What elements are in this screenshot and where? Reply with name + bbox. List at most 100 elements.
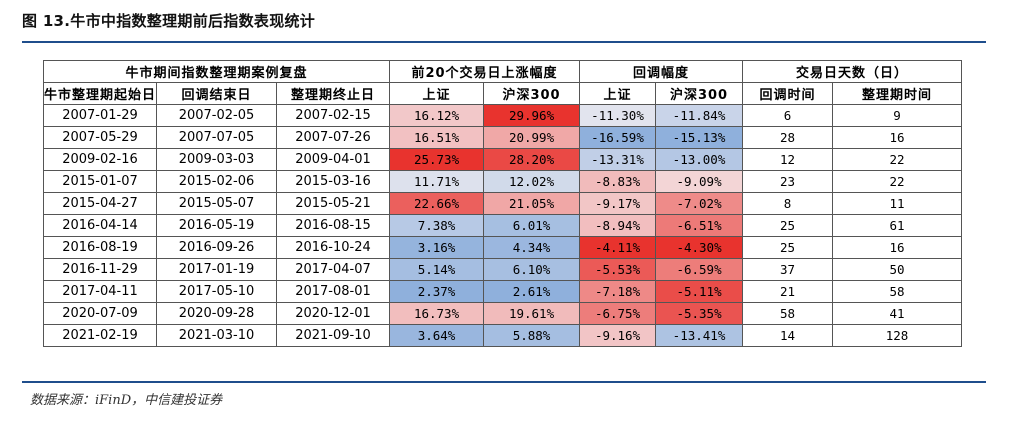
table-cell: 16	[832, 126, 963, 149]
table-cell: 8	[742, 192, 834, 215]
table-cell: 61	[832, 214, 963, 237]
table-cell: 5.88%	[483, 324, 581, 347]
table-cell: 2020-09-28	[156, 302, 277, 325]
table-cell: -13.31%	[579, 148, 657, 171]
table-cell: 2021-09-10	[275, 324, 391, 347]
group-header-cell: 牛市期间指数整理期案例复盘	[42, 60, 391, 83]
table-cell: -6.59%	[655, 258, 744, 281]
group-header-cell: 交易日天数（日）	[742, 60, 963, 83]
table-cell: 58	[832, 280, 963, 303]
table-row: 2016-08-19 2016-09-26 2016-10-24 3.16% 4.34%…	[43, 236, 963, 259]
bottom-rule	[22, 381, 986, 383]
table-cell: 2017-04-11	[43, 280, 157, 303]
table-cell: 2015-04-27	[43, 192, 157, 215]
table-cell: -4.30%	[655, 236, 744, 259]
table-cell: 2015-03-16	[275, 170, 391, 193]
table-cell: -6.75%	[579, 302, 657, 325]
table-row: 2017-04-11 2017-05-10 2017-08-01 2.37% 2.61%…	[43, 280, 963, 303]
table-cell: 25.73%	[389, 148, 485, 171]
table-cell: 5.14%	[389, 258, 485, 281]
column-header-cell: 沪深300	[655, 82, 744, 105]
table-cell: 2015-05-21	[275, 192, 391, 215]
table-cell: 28.20%	[483, 148, 581, 171]
column-header-cell: 沪深300	[483, 82, 581, 105]
table-cell: 2021-02-19	[43, 324, 157, 347]
table-cell: 7.38%	[389, 214, 485, 237]
table-cell: -5.53%	[579, 258, 657, 281]
table-cell: 21	[742, 280, 834, 303]
table-cell: 2016-08-19	[43, 236, 157, 259]
table-cell: 12.02%	[483, 170, 581, 193]
table-cell: 19.61%	[483, 302, 581, 325]
table-cell: -9.17%	[579, 192, 657, 215]
column-header-cell: 牛市整理期起始日	[43, 82, 157, 105]
group-header-cell: 回调幅度	[579, 60, 744, 83]
table-row: 2009-02-16 2009-03-03 2009-04-01 25.73% 28.2…	[43, 148, 963, 171]
column-header-cell: 回调时间	[742, 82, 834, 105]
table-cell: 16.12%	[389, 104, 485, 127]
table-cell: 4.34%	[483, 236, 581, 259]
table-cell: 2015-01-07	[43, 170, 157, 193]
table-cell: 41	[832, 302, 963, 325]
table-cell: 2016-05-19	[156, 214, 277, 237]
table-row: 2015-04-27 2015-05-07 2015-05-21 22.66% 21.0…	[43, 192, 963, 215]
table-cell: 9	[832, 104, 963, 127]
table-cell: 21.05%	[483, 192, 581, 215]
table-cell: 128	[832, 324, 963, 347]
group-header-row: 牛市期间指数整理期案例复盘 前20个交易日上涨幅度 回调幅度 交易日天数（日）	[42, 60, 963, 83]
table-row: 2016-11-29 2017-01-19 2017-04-07 5.14% 6.10%…	[43, 258, 963, 281]
table-cell: 2007-01-29	[43, 104, 157, 127]
table-cell: 2017-05-10	[156, 280, 277, 303]
table-cell: 2016-10-24	[275, 236, 391, 259]
table-row: 2021-02-19 2021-03-10 2021-09-10 3.64% 5.88%…	[43, 324, 963, 347]
table-cell: -6.51%	[655, 214, 744, 237]
table-row: 2016-04-14 2016-05-19 2016-08-15 7.38% 6.01%…	[43, 214, 963, 237]
table-cell: 2007-02-15	[275, 104, 391, 127]
column-header-cell: 上证	[579, 82, 657, 105]
table-cell: -13.00%	[655, 148, 744, 171]
table-cell: 2007-07-05	[156, 126, 277, 149]
table-cell: 2009-02-16	[43, 148, 157, 171]
table-cell: 16.73%	[389, 302, 485, 325]
table-cell: -16.59%	[579, 126, 657, 149]
table-row: 2015-01-07 2015-02-06 2015-03-16 11.71% 12.0…	[43, 170, 963, 193]
table-cell: -11.84%	[655, 104, 744, 127]
table-cell: 37	[742, 258, 834, 281]
table-cell: -7.18%	[579, 280, 657, 303]
table-cell: 23	[742, 170, 834, 193]
column-header-cell: 回调结束日	[156, 82, 277, 105]
table-row: 2020-07-09 2020-09-28 2020-12-01 16.73% 19.6…	[43, 302, 963, 325]
table-cell: 2016-11-29	[43, 258, 157, 281]
table-cell: -15.13%	[655, 126, 744, 149]
table-cell: 20.99%	[483, 126, 581, 149]
table-cell: 2021-03-10	[156, 324, 277, 347]
table-cell: 6.01%	[483, 214, 581, 237]
table-cell: 2020-07-09	[43, 302, 157, 325]
table-cell: 16	[832, 236, 963, 259]
table-cell: 2007-05-29	[43, 126, 157, 149]
table-cell: -9.09%	[655, 170, 744, 193]
column-header-row: 牛市整理期起始日 回调结束日 整理期终止日 上证 沪深300 上证 沪深300 回调时间 整理期…	[43, 82, 963, 105]
table-row: 2007-05-29 2007-07-05 2007-07-26 16.51% 20.9…	[43, 126, 963, 149]
table-cell: 2015-05-07	[156, 192, 277, 215]
table-cell: -13.41%	[655, 324, 744, 347]
source-note: 数据来源：iFinD，中信建投证券	[30, 393, 223, 408]
table-cell: 2017-01-19	[156, 258, 277, 281]
table-cell: 2007-02-05	[156, 104, 277, 127]
column-header-cell: 上证	[389, 82, 485, 105]
table-cell: 6	[742, 104, 834, 127]
table-cell: -5.35%	[655, 302, 744, 325]
table-cell: 22	[832, 170, 963, 193]
table-cell: 25	[742, 214, 834, 237]
table-cell: -8.94%	[579, 214, 657, 237]
table-cell: 14	[742, 324, 834, 347]
table-cell: 2016-09-26	[156, 236, 277, 259]
table-cell: 2009-04-01	[275, 148, 391, 171]
table-cell: 22.66%	[389, 192, 485, 215]
table-cell: 6.10%	[483, 258, 581, 281]
table-cell: -9.16%	[579, 324, 657, 347]
table-cell: 2020-12-01	[275, 302, 391, 325]
table-cell: 2.37%	[389, 280, 485, 303]
table-cell: 29.96%	[483, 104, 581, 127]
table-cell: 2007-07-26	[275, 126, 391, 149]
